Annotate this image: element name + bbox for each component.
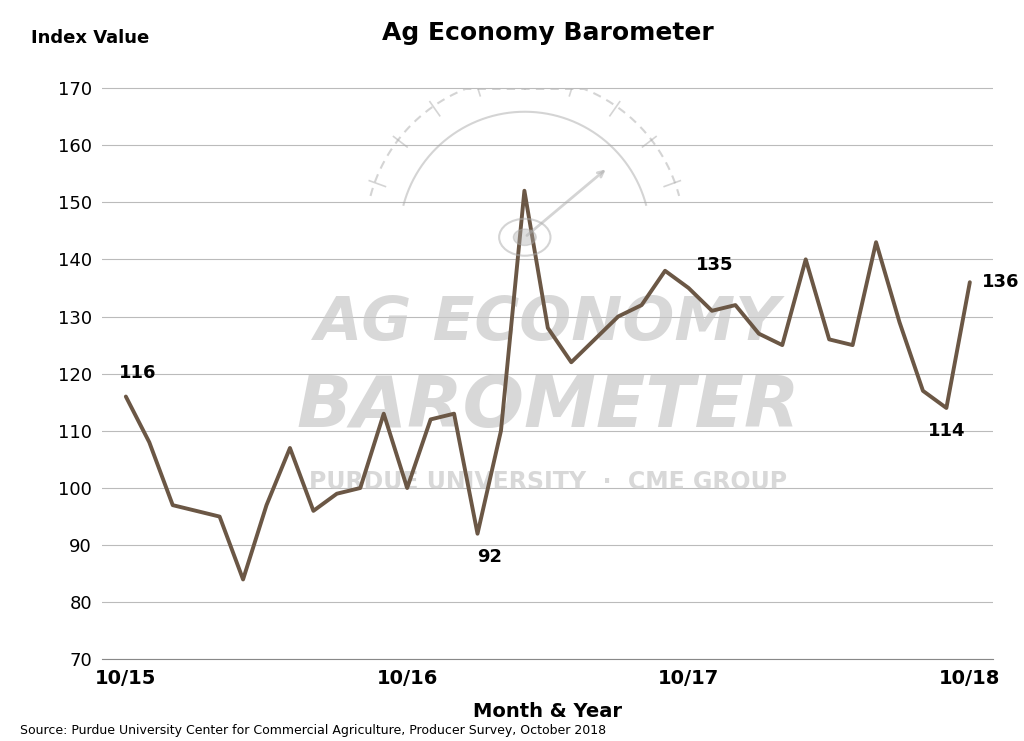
Title: Ag Economy Barometer: Ag Economy Barometer	[382, 21, 714, 45]
Text: 92: 92	[477, 548, 502, 566]
Text: AG ECONOMY: AG ECONOMY	[315, 294, 780, 353]
Text: 136: 136	[982, 273, 1019, 291]
Text: 135: 135	[695, 256, 733, 273]
Text: PURDUE UNIVERSITY  ·  CME GROUP: PURDUE UNIVERSITY · CME GROUP	[309, 471, 786, 494]
Text: Source: Purdue University Center for Commercial Agriculture, Producer Survey, Oc: Source: Purdue University Center for Com…	[20, 724, 606, 737]
Text: 114: 114	[928, 422, 966, 440]
Circle shape	[513, 229, 537, 245]
Text: Index Value: Index Value	[31, 30, 150, 47]
Text: BAROMETER: BAROMETER	[296, 373, 800, 442]
X-axis label: Month & Year: Month & Year	[473, 702, 623, 721]
Text: 116: 116	[119, 365, 157, 382]
